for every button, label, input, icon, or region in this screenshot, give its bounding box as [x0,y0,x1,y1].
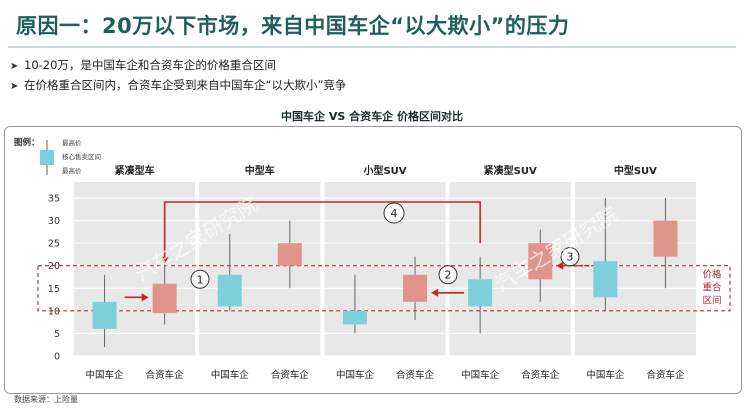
candle-body [593,261,618,298]
candle-body [152,283,177,314]
segment-label: 中型SUV [614,164,657,177]
annotation-arrow-head [160,256,169,264]
annotation-arrow-head [431,288,439,297]
legend-box [40,150,54,165]
legend-bottom-label: 最高价 [62,166,82,175]
x-tick-label: 合资车企 [271,369,310,381]
segment-label: 中型车 [245,164,275,177]
legend-title: 图例： [14,137,40,148]
title-divider [8,46,736,48]
candle-body [468,279,493,307]
segment-label: 紧凑型车 [115,164,155,177]
x-tick-label: 中国车企 [336,369,375,381]
segment-label: 小型SUV [362,164,406,177]
bullet-arrow-icon: ➤ [10,81,19,92]
x-tick-label: 中国车企 [86,369,125,381]
y-tick-label: 5 [54,329,60,340]
y-tick-label: 20 [48,261,60,272]
overlap-label: 价格 [702,269,722,281]
x-tick-label: 中国车企 [461,369,500,381]
bullet-text: 10-20万，是中国车企和合资车企的价格重合区间 [24,58,276,72]
annotation-bracket [163,201,481,258]
candle-body [403,274,428,302]
bullet-item: ➤ 在价格重合区间内，合资车企受到来自中国车企“以大欺小”竞争 [10,75,346,95]
candle-body [528,243,553,280]
bullet-item: ➤ 10-20万，是中国车企和合资车企的价格重合区间 [10,55,346,75]
overlap-label: 重合 [702,282,722,294]
x-tick-label: 合资车企 [521,369,560,381]
y-tick-label: 15 [48,284,60,295]
page-title: 原因一：20万以下市场，来自中国车企“以大欺小”的压力 [16,14,570,38]
annotation-number: 1 [197,273,204,286]
annotation-number-circle [438,265,458,285]
annotation-arrow-head [141,293,149,302]
annotation-number-circle [383,202,405,224]
segment-band [574,182,696,356]
bullet-text: 在价格重合区间内，合资车企受到来自中国车企“以大欺小”竞争 [24,78,347,92]
overlap-label: 区间 [702,295,721,307]
overlap-region [37,265,731,312]
annotation-number-circle [560,247,580,267]
y-tick-label: 10 [48,306,60,317]
y-tick-label: 25 [48,239,60,250]
annotation-arrow-head [556,261,564,270]
candle-body [653,220,678,257]
bullet-list: ➤ 10-20万，是中国车企和合资车企的价格重合区间 ➤ 在价格重合区间内，合资车企… [10,55,346,95]
annotation-number: 3 [567,251,574,264]
annotation-number: 2 [445,269,452,282]
y-tick-label: 30 [48,216,60,227]
candle-body [277,243,302,266]
annotation-number-circle [190,269,210,289]
bullet-arrow-icon: ➤ [10,61,19,72]
y-tick-label: 0 [54,352,60,363]
chart-title: 中国车企 VS 合资车企 价格区间对比 [281,110,463,123]
x-tick-label: 合资车企 [646,369,685,381]
x-tick-label: 中国车企 [211,369,250,381]
data-source: 数据来源：上险量 [14,395,78,404]
x-tick-label: 合资车企 [396,369,435,381]
x-tick-label: 合资车企 [146,369,185,381]
x-tick-label: 中国车企 [586,369,625,381]
annotation-number: 4 [391,207,398,220]
segment-band [199,182,321,356]
legend-top-label: 最高价 [62,138,82,147]
candle-body [342,310,367,325]
y-tick-label: 35 [48,194,60,205]
segment-label: 紧凑型SUV [484,164,537,177]
legend-mid-label: 核心售卖区间 [62,152,101,161]
candle-body [92,301,117,329]
candle-body [217,274,242,307]
